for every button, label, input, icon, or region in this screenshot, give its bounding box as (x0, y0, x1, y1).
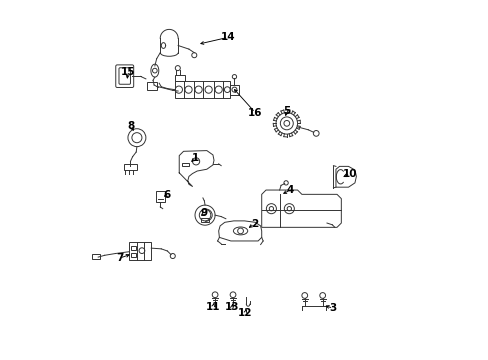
Bar (174, 81, 230, 98)
Text: 8: 8 (127, 121, 134, 131)
Text: 1: 1 (191, 153, 198, 163)
Text: 5: 5 (283, 106, 290, 116)
Text: 9: 9 (201, 208, 207, 218)
Text: 6: 6 (163, 190, 171, 200)
Bar (230, 85, 239, 95)
Bar (174, 75, 185, 81)
Bar (92, 254, 100, 259)
Text: 4: 4 (286, 185, 293, 195)
Text: 14: 14 (221, 32, 235, 42)
Bar (155, 192, 164, 202)
Bar (201, 218, 209, 222)
Bar (182, 163, 188, 166)
Text: 12: 12 (238, 309, 252, 318)
Bar (131, 246, 136, 250)
Bar (129, 242, 151, 260)
Text: 2: 2 (250, 219, 258, 229)
Text: 15: 15 (121, 67, 135, 77)
Text: 7: 7 (116, 253, 123, 263)
Text: 13: 13 (224, 302, 239, 312)
Bar (124, 164, 136, 170)
Text: 10: 10 (343, 168, 357, 179)
Text: 11: 11 (205, 302, 220, 312)
Bar (131, 253, 136, 257)
Bar (147, 82, 157, 90)
Text: 16: 16 (247, 108, 262, 118)
Text: 3: 3 (329, 303, 336, 314)
